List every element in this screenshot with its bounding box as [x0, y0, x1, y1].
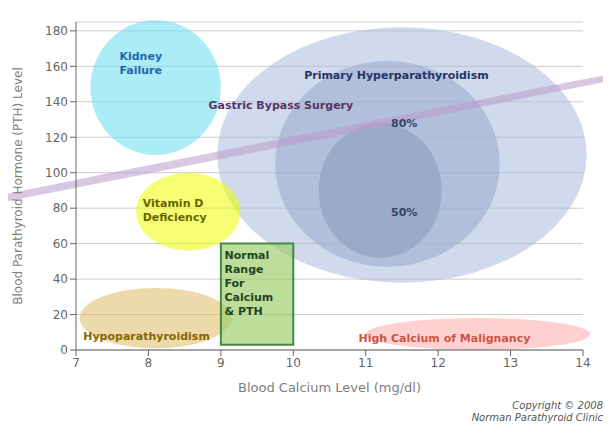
svg-text:0: 0 — [60, 343, 68, 357]
svg-text:140: 140 — [45, 95, 68, 109]
svg-text:120: 120 — [45, 131, 68, 145]
svg-text:Gastric Bypass Surgery: Gastric Bypass Surgery — [209, 99, 354, 112]
svg-text:10: 10 — [286, 356, 301, 370]
svg-text:11: 11 — [358, 356, 373, 370]
svg-text:80: 80 — [53, 201, 68, 215]
svg-text:160: 160 — [45, 60, 68, 74]
svg-text:9: 9 — [217, 356, 225, 370]
svg-text:180: 180 — [45, 24, 68, 38]
svg-text:Hypoparathyroidism: Hypoparathyroidism — [83, 329, 210, 342]
svg-text:Vitamin DDeficiency: Vitamin DDeficiency — [143, 196, 207, 223]
svg-text:KidneyFailure: KidneyFailure — [119, 49, 162, 76]
svg-text:14: 14 — [575, 356, 590, 370]
svg-text:Blood Calcium Level (mg/dl): Blood Calcium Level (mg/dl) — [238, 380, 421, 395]
svg-text:Blood Parathyroid Hormone (PTH: Blood Parathyroid Hormone (PTH) Level — [11, 67, 25, 305]
svg-text:13: 13 — [503, 356, 518, 370]
svg-text:8: 8 — [145, 356, 153, 370]
svg-text:20: 20 — [53, 308, 68, 322]
svg-text:High Calcium of Malignancy: High Calcium of Malignancy — [358, 331, 530, 344]
svg-text:12: 12 — [431, 356, 446, 370]
svg-text:Primary Hyperparathyroidism: Primary Hyperparathyroidism — [304, 69, 489, 82]
svg-text:7: 7 — [72, 356, 80, 370]
svg-text:NormalRangeForCalcium& PTH: NormalRangeForCalcium& PTH — [224, 248, 273, 317]
svg-text:100: 100 — [45, 166, 68, 180]
svg-text:60: 60 — [53, 237, 68, 251]
svg-text:50%: 50% — [391, 205, 417, 218]
svg-text:80%: 80% — [391, 117, 417, 130]
html-text:Copyright © 2008 Norman Parath: Copyright © 2008 Norman Parathyroid Clin… — [471, 400, 603, 423]
svg-text:40: 40 — [53, 272, 68, 286]
